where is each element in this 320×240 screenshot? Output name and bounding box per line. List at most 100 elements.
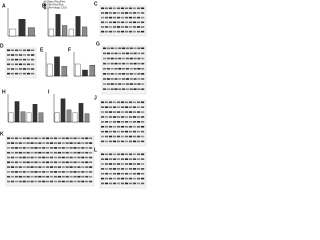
blot-band <box>101 16 105 19</box>
legend-swatch <box>43 0 47 4</box>
blot-band <box>125 163 129 165</box>
blot-band <box>77 161 81 164</box>
blot-band <box>42 166 46 168</box>
blot-band <box>121 168 125 170</box>
blot-band <box>109 12 113 14</box>
blot-band <box>50 161 54 164</box>
blot-band <box>117 177 121 180</box>
bar <box>54 112 60 123</box>
blot-band <box>109 30 113 33</box>
blot-band <box>129 73 133 75</box>
bar <box>14 101 20 123</box>
blot-band <box>81 175 85 178</box>
blot-band <box>65 142 69 144</box>
blot-band <box>101 125 105 128</box>
blot-band <box>50 166 54 168</box>
blot-band <box>7 180 11 183</box>
blot-band <box>103 57 107 60</box>
blot-band <box>22 142 26 144</box>
blot-band <box>117 21 121 24</box>
blot-band <box>113 26 117 28</box>
blot-band <box>23 68 27 70</box>
blot-band <box>23 49 27 52</box>
blot-band <box>53 151 58 154</box>
blot-band <box>137 21 141 24</box>
blot-band <box>38 166 42 168</box>
blot-band <box>141 163 145 165</box>
blot-band <box>113 7 117 10</box>
blot-band <box>57 175 61 178</box>
blot-band <box>133 130 137 133</box>
blot-band <box>38 142 42 144</box>
legend-label: Sham-Flox/Flox <box>47 0 66 4</box>
panel-label: J <box>94 95 97 101</box>
bar <box>72 112 78 123</box>
blot-band <box>109 163 113 165</box>
blot-band <box>109 121 113 123</box>
blot-band <box>19 54 23 56</box>
blot-band <box>89 147 93 149</box>
blot-band <box>10 142 15 144</box>
blot-band <box>121 106 125 108</box>
blot-band <box>133 12 137 14</box>
blot-band <box>57 151 61 154</box>
bar <box>75 16 81 37</box>
blot-band <box>121 153 125 156</box>
blot-band <box>129 130 133 133</box>
blot-band <box>121 12 125 14</box>
blot-band <box>103 83 107 85</box>
blot-band <box>109 140 113 143</box>
blot-band <box>23 58 27 61</box>
blot-band <box>77 137 81 140</box>
bar <box>62 25 68 37</box>
blot-band <box>106 62 110 65</box>
blot-band <box>114 57 118 60</box>
blot-band <box>101 130 105 133</box>
bar <box>27 27 35 37</box>
blot-band <box>125 83 129 85</box>
figure: A B C D E F G H I J K L Sham-Flox/FloxSAH-Flox/FloxS… <box>0 0 147 189</box>
blot-band <box>141 116 145 118</box>
blot-band <box>137 172 141 175</box>
blot-band <box>133 163 137 165</box>
blot-band <box>125 12 129 14</box>
bar <box>78 103 84 123</box>
blot-band <box>101 116 105 118</box>
blot-band <box>129 7 133 10</box>
bar <box>46 63 53 77</box>
blot-band <box>133 30 137 33</box>
blot-band <box>109 111 113 113</box>
blot-band <box>125 177 129 180</box>
blot-band <box>122 88 126 90</box>
panel-label: L <box>94 147 97 153</box>
blot-band <box>125 125 129 128</box>
blot-band <box>61 175 65 178</box>
blot-band <box>118 47 122 50</box>
blot-band <box>117 7 121 10</box>
blot-band <box>103 88 107 90</box>
blot-band <box>122 62 126 65</box>
blot-band <box>129 26 133 28</box>
blot-band <box>15 58 19 61</box>
blot-band <box>105 16 109 19</box>
blot-band <box>118 88 122 90</box>
blot-band <box>30 171 34 173</box>
blot-band <box>105 182 109 185</box>
blot-band <box>125 57 129 60</box>
blot-band <box>7 151 11 154</box>
blot-band <box>57 166 61 168</box>
blot-band <box>117 125 121 128</box>
blot-band <box>125 130 129 133</box>
blot-band <box>7 161 11 164</box>
blot-band <box>14 180 18 183</box>
blot-band <box>81 137 85 140</box>
blot-band <box>125 47 129 50</box>
blot-band <box>121 26 125 28</box>
blot-band <box>103 47 107 50</box>
panel-label: E <box>40 47 44 53</box>
blot-band <box>114 78 118 80</box>
blot-band <box>110 67 114 70</box>
bar <box>84 113 90 123</box>
blot-band <box>27 54 31 56</box>
blot-band <box>81 156 85 159</box>
